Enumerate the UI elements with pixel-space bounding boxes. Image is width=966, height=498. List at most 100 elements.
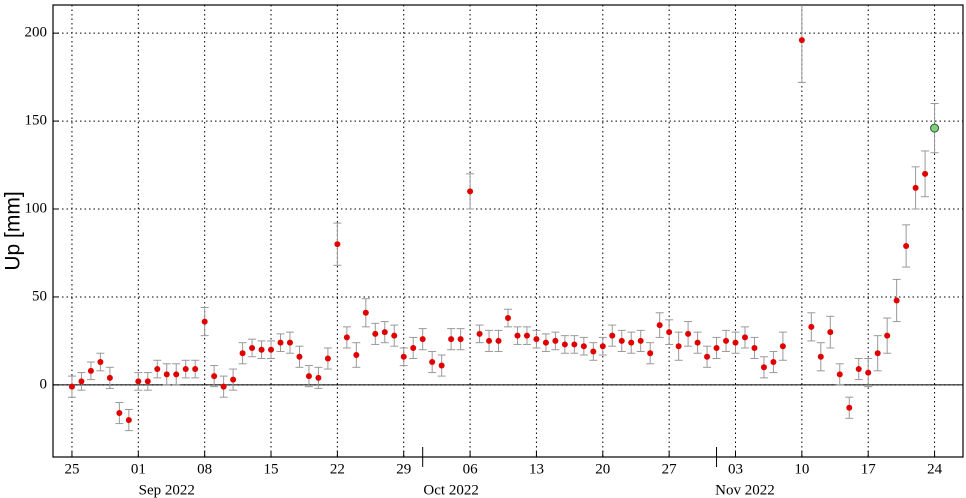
data-point [116, 410, 123, 417]
data-point [372, 330, 379, 337]
data-point [486, 337, 493, 344]
data-point [732, 339, 739, 346]
y-tick-label: 100 [25, 200, 48, 216]
data-point [230, 376, 237, 383]
data-point [523, 332, 530, 339]
x-tick-label: 03 [728, 461, 743, 477]
data-point [163, 371, 170, 378]
data-point [78, 378, 85, 385]
data-point [912, 184, 919, 191]
data-point [419, 336, 426, 343]
x-tick-label: 06 [463, 461, 479, 477]
data-point [865, 369, 872, 376]
month-label: Sep 2022 [139, 482, 195, 498]
data-point [930, 123, 940, 133]
data-point [647, 350, 654, 357]
data-point [836, 371, 843, 378]
data-point [855, 366, 862, 373]
data-point [893, 297, 900, 304]
data-point [125, 417, 132, 424]
x-tick-label: 24 [927, 461, 943, 477]
data-point [723, 337, 730, 344]
data-point [770, 359, 777, 366]
data-point [410, 344, 417, 351]
data-point [315, 374, 322, 381]
data-point [106, 374, 113, 381]
data-point [505, 315, 511, 322]
data-point [685, 330, 692, 337]
data-point [144, 378, 151, 385]
data-point [400, 353, 407, 360]
data-point [675, 343, 682, 350]
data-point [154, 366, 161, 373]
data-point [381, 329, 388, 336]
data-point [495, 337, 502, 344]
x-tick-label: 15 [264, 461, 279, 477]
data-point [258, 346, 265, 353]
data-point [571, 341, 578, 348]
data-point [514, 332, 521, 339]
data-point [590, 348, 597, 355]
x-tick-label: 22 [330, 461, 345, 477]
data-point [286, 339, 293, 346]
data-point [704, 353, 711, 360]
data-point [268, 346, 275, 353]
month-label: Oct 2022 [423, 482, 478, 498]
y-axis-label: Up [mm] [2, 191, 25, 270]
data-point [87, 367, 94, 374]
data-point [476, 330, 483, 337]
data-point [343, 334, 350, 341]
data-point [874, 350, 881, 357]
y-tick-label: 200 [25, 25, 48, 41]
data-point [467, 188, 474, 195]
data-point [429, 359, 436, 366]
x-tick-label: 20 [595, 461, 610, 477]
data-point [201, 318, 208, 325]
data-point [561, 341, 568, 348]
data-point [173, 371, 180, 378]
data-point [277, 339, 284, 346]
x-tick-label: 27 [662, 461, 678, 477]
data-point [713, 344, 720, 351]
x-tick-label: 25 [64, 461, 79, 477]
data-point [249, 344, 256, 351]
data-point [192, 366, 199, 373]
data-point [353, 351, 360, 358]
x-tick-label: 01 [131, 461, 146, 477]
data-point [922, 170, 929, 177]
data-point [808, 323, 815, 330]
data-point [211, 373, 218, 380]
data-point [438, 362, 445, 369]
data-point [884, 332, 891, 339]
data-point [827, 329, 834, 336]
data-point [220, 383, 227, 390]
data-point [305, 373, 312, 380]
error-bar [797, 5, 806, 83]
plot-frame [52, 4, 964, 458]
x-tick-label: 10 [794, 461, 809, 477]
data-point [599, 343, 606, 350]
data-point [448, 336, 455, 343]
data-point [533, 336, 540, 343]
y-tick-label: 0 [40, 376, 48, 392]
data-point [903, 242, 910, 249]
data-point [694, 339, 701, 346]
data-point [552, 337, 559, 344]
data-point [334, 241, 341, 248]
data-point [817, 353, 824, 360]
data-point [656, 322, 663, 329]
month-label: Nov 2022 [715, 482, 775, 498]
data-point [779, 343, 786, 350]
data-point [666, 329, 673, 336]
data-point [741, 334, 748, 341]
data-point [324, 355, 331, 362]
y-tick-label: 150 [25, 113, 48, 129]
data-point [239, 350, 246, 357]
data-point [580, 343, 587, 350]
data-point [751, 344, 758, 351]
data-point [391, 332, 398, 339]
x-tick-label: 29 [396, 461, 411, 477]
x-tick-label: 13 [529, 461, 544, 477]
data-point [760, 364, 767, 371]
